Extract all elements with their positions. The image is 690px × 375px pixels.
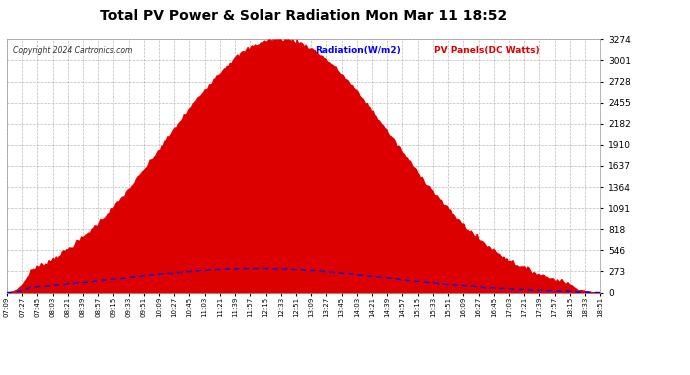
Text: Copyright 2024 Cartronics.com: Copyright 2024 Cartronics.com	[13, 46, 132, 55]
Text: Radiation(W/m2): Radiation(W/m2)	[315, 46, 401, 55]
Text: Total PV Power & Solar Radiation Mon Mar 11 18:52: Total PV Power & Solar Radiation Mon Mar…	[100, 9, 507, 23]
Text: PV Panels(DC Watts): PV Panels(DC Watts)	[434, 46, 540, 55]
